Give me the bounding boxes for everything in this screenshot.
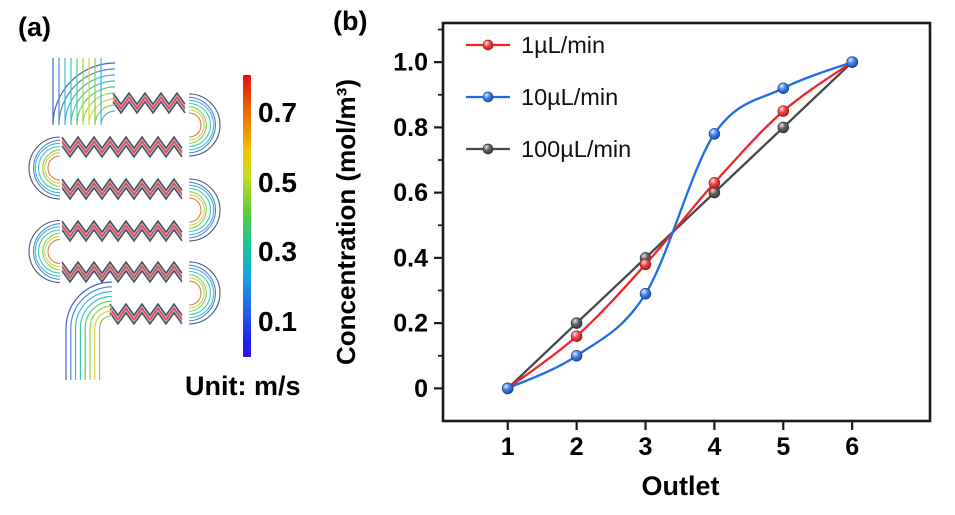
y-axis: 0 0.2 0.4 0.6 0.8 1.0 [393, 28, 443, 403]
data-point [501, 382, 514, 395]
u-bend-right-1 [188, 93, 221, 157]
legend-label: 1µL/min [521, 32, 605, 58]
y-tick-label: 0.8 [393, 114, 428, 142]
y-tick-label: 1.0 [393, 49, 428, 77]
zigzag-row-6 [109, 302, 183, 326]
legend-label: 10µL/min [521, 84, 618, 110]
y-axis-title: Concentration (mol/m³) [331, 79, 361, 365]
x-tick-label: 3 [639, 433, 653, 461]
colorbar-label-2: 0.3 [258, 236, 297, 267]
panel-b-label: (b) [333, 6, 368, 36]
colorbar-label-0: 0.7 [258, 97, 297, 128]
legend-item-2: 100µL/min [466, 136, 631, 162]
colorbar-label-3: 0.1 [258, 306, 297, 337]
panel-a-label: (a) [18, 12, 51, 42]
data-point [846, 56, 858, 68]
zigzag-row-4 [61, 219, 183, 243]
data-point [777, 121, 790, 134]
x-tick-label: 1 [501, 433, 515, 461]
data-point [777, 82, 790, 94]
legend-marker [482, 39, 494, 51]
axis-box [441, 21, 932, 423]
u-bend-right-2 [188, 178, 221, 242]
zigzag-row-3 [61, 177, 183, 201]
y-tick-label: 0.6 [393, 179, 428, 207]
zigzag-row-2 [61, 135, 183, 159]
colorbar-unit-label: Unit: m/s [185, 371, 301, 401]
colorbar-label-1: 0.5 [258, 167, 297, 198]
zigzag-row-5 [61, 260, 183, 284]
x-axis-title: Outlet [642, 471, 720, 501]
legend: 1µL/min 10µL/min 100µL/min [466, 32, 631, 162]
zigzag-row-1 [112, 91, 186, 115]
y-tick-label: 0 [414, 375, 428, 403]
outlet-bend [65, 281, 113, 380]
data-point [708, 177, 721, 189]
x-tick-label: 4 [707, 433, 721, 461]
y-tick-label: 0.2 [393, 310, 428, 338]
legend-item-1: 10µL/min [466, 84, 618, 110]
u-bend-left-1 [28, 136, 61, 200]
x-tick-label: 2 [570, 433, 584, 461]
legend-marker [482, 143, 494, 155]
data-point [570, 350, 583, 362]
data-point [708, 128, 721, 140]
u-bend-left-2 [28, 219, 61, 284]
x-axis: 1 2 3 4 5 6 [501, 421, 859, 461]
x-tick-label: 6 [845, 433, 859, 461]
data-point [639, 288, 652, 300]
series-10Lmin [501, 56, 858, 395]
legend-item-0: 1µL/min [466, 32, 605, 58]
colorbar [243, 75, 251, 357]
data-point [570, 317, 583, 329]
series-line [507, 61, 853, 390]
u-bend-right-3 [188, 261, 221, 325]
data-point [777, 105, 790, 117]
data-point [639, 258, 652, 271]
legend-marker [482, 91, 494, 103]
data-point [570, 330, 583, 342]
inlet-bend [52, 58, 116, 126]
x-tick-label: 5 [776, 433, 790, 461]
legend-label: 100µL/min [521, 136, 631, 162]
y-tick-label: 0.4 [393, 244, 428, 272]
micromixer-channel [28, 58, 221, 380]
